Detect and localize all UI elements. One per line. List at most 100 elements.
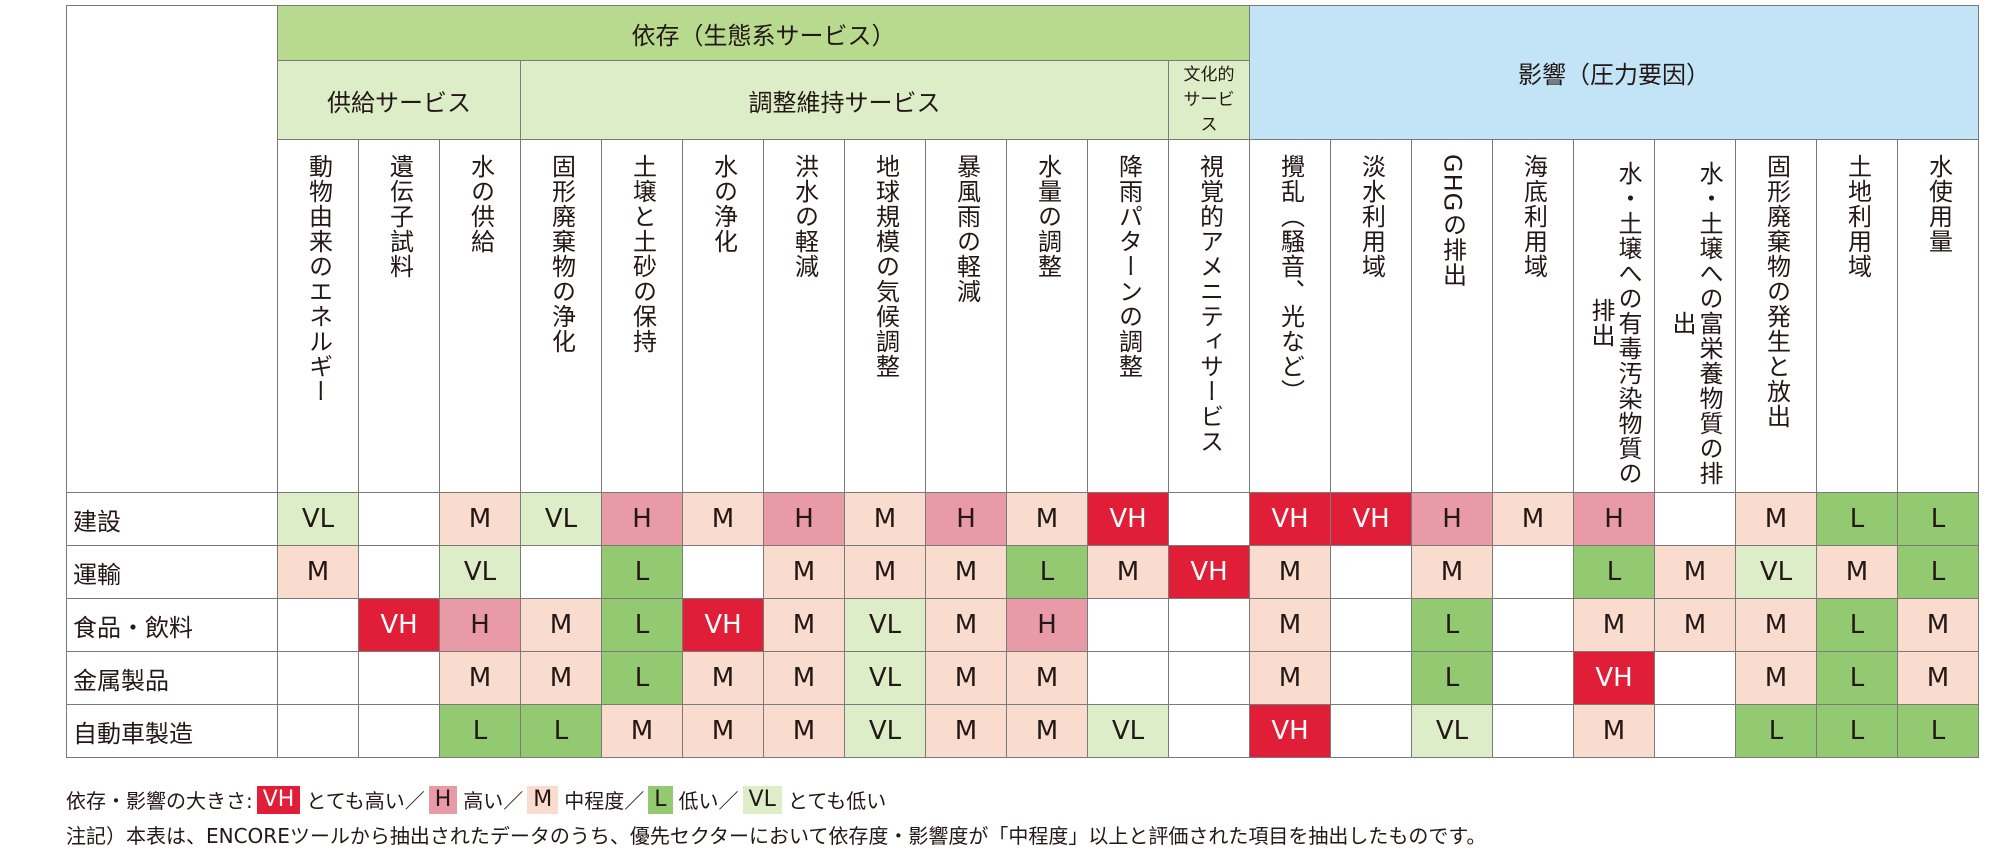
rating-cell: [1087, 598, 1169, 652]
rating-cell: [358, 704, 440, 758]
column-header: 暴風雨の軽減: [925, 139, 1007, 493]
rating-cell: [1087, 651, 1169, 705]
rating-cell: H: [1006, 598, 1088, 652]
rating-cell: L: [1897, 492, 1979, 546]
rating-cell: M: [1006, 492, 1088, 546]
rating-cell: VH: [1168, 545, 1250, 599]
table-body: 建設 VL M VL H M H M H M VH VH VH H M H M L L 運輸 M VL L M M M L M VH M M…: [66, 492, 1979, 758]
rating-cell: VH: [1249, 704, 1331, 758]
rating-cell: [520, 545, 602, 599]
rating-cell: [1492, 545, 1574, 599]
rating-cell: [1168, 651, 1250, 705]
rating-cell: H: [925, 492, 1007, 546]
column-header: 土壌と土砂の保持: [601, 139, 683, 493]
column-header-label: 水の浄化: [709, 154, 738, 254]
rating-cell: VL: [1735, 545, 1817, 599]
legend-chip: M: [527, 785, 559, 814]
rating-cell: M: [925, 704, 1007, 758]
column-header: 洪水の軽減: [763, 139, 845, 493]
column-header-label: 土壌と土砂の保持: [628, 154, 657, 354]
table-row: 運輸 M VL L M M M L M VH M M L M VL M L: [66, 545, 1979, 599]
rating-cell: [358, 545, 440, 599]
legend-text: とても高い／: [306, 789, 425, 813]
column-header-label: 淡水利用域: [1357, 154, 1386, 279]
column-header-row: 動物由来のエネルギー 遺伝子試料 水の供給 固形廃棄物の浄化 土壌と土砂の保持 水の浄化 洪…: [67, 139, 1979, 493]
rating-cell: H: [1573, 492, 1655, 546]
column-header-label: 暴風雨の軽減: [952, 154, 981, 304]
table-row: 金属製品 M M L M M VL M M M L VH M L M: [66, 651, 1979, 705]
column-header: 地球規模の気候調整: [844, 139, 926, 493]
column-header-label: 攪乱（騒音、光など）: [1276, 154, 1305, 404]
impact-header: 影響（圧力要因）: [1249, 5, 1979, 140]
legend-chip: L: [648, 785, 673, 814]
group-cultural: 文化的サービス: [1168, 60, 1250, 140]
rating-cell: [1654, 651, 1736, 705]
rating-cell: H: [439, 598, 521, 652]
rating-cell: M: [1897, 651, 1979, 705]
rating-cell: L: [1816, 492, 1898, 546]
rating-cell: VL: [439, 545, 521, 599]
rating-cell: VL: [277, 492, 359, 546]
rating-cell: M: [682, 704, 764, 758]
rating-cell: L: [601, 651, 683, 705]
rating-cell: VH: [1330, 492, 1412, 546]
rating-cell: VL: [844, 651, 926, 705]
column-header: 土地利用域: [1816, 139, 1898, 493]
column-header: 視覚的アメニティサービス: [1168, 139, 1250, 493]
rating-cell: M: [520, 598, 602, 652]
rating-cell: [1492, 598, 1574, 652]
rating-cell: M: [1816, 545, 1898, 599]
column-header: 遺伝子試料: [358, 139, 440, 493]
column-header-label: 水量の調整: [1033, 154, 1062, 279]
rating-cell: M: [1735, 492, 1817, 546]
rating-cell: H: [1411, 492, 1493, 546]
legend-prefix: 依存・影響の大きさ:: [66, 789, 253, 813]
rating-cell: [1330, 704, 1412, 758]
rating-cell: M: [1006, 651, 1088, 705]
rating-cell: [1168, 492, 1250, 546]
rating-cell: M: [925, 598, 1007, 652]
rating-cell: M: [1573, 704, 1655, 758]
rating-cell: M: [844, 545, 926, 599]
column-header-label: 水・土壌への富栄養物質の排出: [1668, 160, 1723, 486]
rating-cell: [1492, 704, 1574, 758]
rating-cell: [1654, 492, 1736, 546]
row-label: 建設: [66, 492, 278, 546]
rating-cell: H: [601, 492, 683, 546]
rating-cell: [277, 598, 359, 652]
rating-cell: [1330, 651, 1412, 705]
column-header-label: 動物由来のエネルギー: [304, 154, 333, 404]
rating-cell: M: [925, 545, 1007, 599]
row-label: 食品・飲料: [66, 598, 278, 652]
rating-cell: M: [439, 651, 521, 705]
row-label: 金属製品: [66, 651, 278, 705]
rating-cell: L: [439, 704, 521, 758]
column-header: 淡水利用域: [1330, 139, 1412, 493]
rating-cell: [1330, 545, 1412, 599]
legend-text: 高い／: [463, 789, 524, 813]
rating-cell: L: [1816, 651, 1898, 705]
column-header-label: 水の供給: [466, 154, 495, 254]
rating-cell: L: [1897, 704, 1979, 758]
column-header: 水量の調整: [1006, 139, 1088, 493]
rating-cell: M: [1897, 598, 1979, 652]
rating-cell: VH: [358, 598, 440, 652]
legend-items: VH とても高い／ H 高い／ M 中程度／ L 低い／ VL とても低い: [253, 785, 886, 814]
table-row: 建設 VL M VL H M H M H M VH VH VH H M H M L L: [66, 492, 1979, 546]
column-header-label: 遺伝子試料: [385, 154, 414, 279]
rating-cell: M: [1249, 598, 1331, 652]
rating-cell: VL: [1411, 704, 1493, 758]
rating-cell: M: [601, 704, 683, 758]
rating-cell: [277, 651, 359, 705]
rating-cell: L: [1816, 598, 1898, 652]
rating-cell: [1168, 704, 1250, 758]
column-header-label: 固形廃棄物の発生と放出: [1762, 154, 1791, 429]
rating-cell: L: [601, 598, 683, 652]
rating-cell: M: [1654, 598, 1736, 652]
legend: 依存・影響の大きさ: VH とても高い／ H 高い／ M 中程度／ L 低い／ VL とても低い: [66, 785, 886, 814]
rating-cell: M: [763, 704, 845, 758]
rating-cell: M: [1411, 545, 1493, 599]
legend-text: 低い／: [678, 789, 739, 813]
column-header: 固形廃棄物の発生と放出: [1735, 139, 1817, 493]
group-provisioning: 供給サービス: [277, 60, 521, 140]
